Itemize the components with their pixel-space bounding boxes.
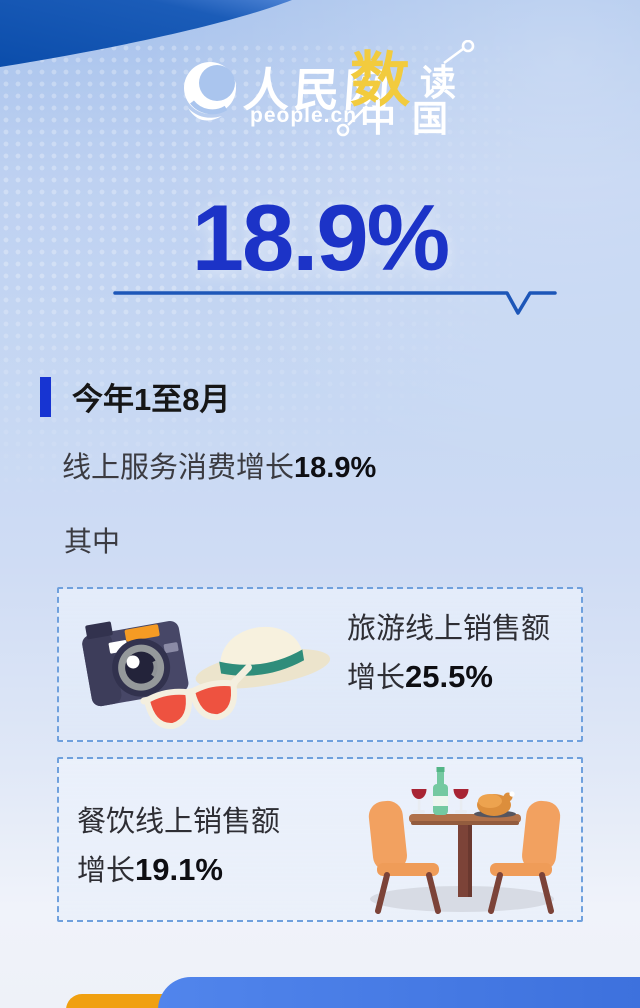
headline-divider bbox=[113, 291, 557, 315]
card-travel-text: 旅游线上销售额 增长25.5% bbox=[347, 606, 550, 702]
dining-table-icon bbox=[368, 767, 561, 914]
growth-prefix: 增长 bbox=[77, 855, 136, 887]
card-dining-text: 餐饮线上销售额 增长19.1% bbox=[77, 799, 280, 895]
people-cn-globe-icon bbox=[184, 62, 236, 121]
growth-value: 19.1% bbox=[135, 852, 223, 887]
growth-value: 25.5% bbox=[405, 659, 493, 694]
statement-text: 线上服务消费增长18.9% bbox=[62, 444, 376, 486]
headline-value: 18.9% bbox=[191, 185, 451, 290]
card-title: 餐饮线上销售额 bbox=[77, 806, 281, 838]
statement-value: 18.9% bbox=[294, 452, 377, 484]
roast-chicken bbox=[474, 791, 516, 818]
chair-left bbox=[368, 800, 441, 914]
bottom-blue-bar bbox=[158, 977, 640, 1008]
travel-illustration bbox=[82, 621, 331, 729]
wine-glass-right bbox=[453, 789, 469, 814]
card-title: 旅游线上销售额 bbox=[347, 613, 551, 645]
brand-name-en: people.cn bbox=[250, 104, 358, 127]
hat-icon bbox=[195, 626, 331, 689]
corner-swoosh-decoration bbox=[0, 0, 292, 67]
statement-prefix: 线上服务消费增长 bbox=[62, 452, 295, 484]
wine-glass-left bbox=[411, 789, 427, 814]
chair-right bbox=[488, 800, 561, 914]
series-char-du: 读 bbox=[420, 63, 457, 103]
accent-bar bbox=[40, 376, 51, 417]
series-line2: 中国 bbox=[360, 99, 465, 139]
wine-bottle bbox=[433, 767, 448, 815]
period-label: 今年1至8月 bbox=[72, 382, 231, 417]
period-section: 今年1至8月 bbox=[40, 374, 230, 419]
growth-prefix: 增长 bbox=[347, 662, 406, 694]
card-travel: 旅游线上销售额 增长25.5% bbox=[57, 587, 583, 742]
camera-icon bbox=[82, 621, 189, 707]
sunglasses-icon bbox=[140, 663, 252, 729]
subheading: 其中 bbox=[64, 526, 121, 557]
series-char-shu: 数 bbox=[350, 48, 410, 114]
card-dining: 餐饮线上销售额 增长19.1% bbox=[57, 757, 583, 922]
trend-line-icon bbox=[336, 40, 475, 137]
